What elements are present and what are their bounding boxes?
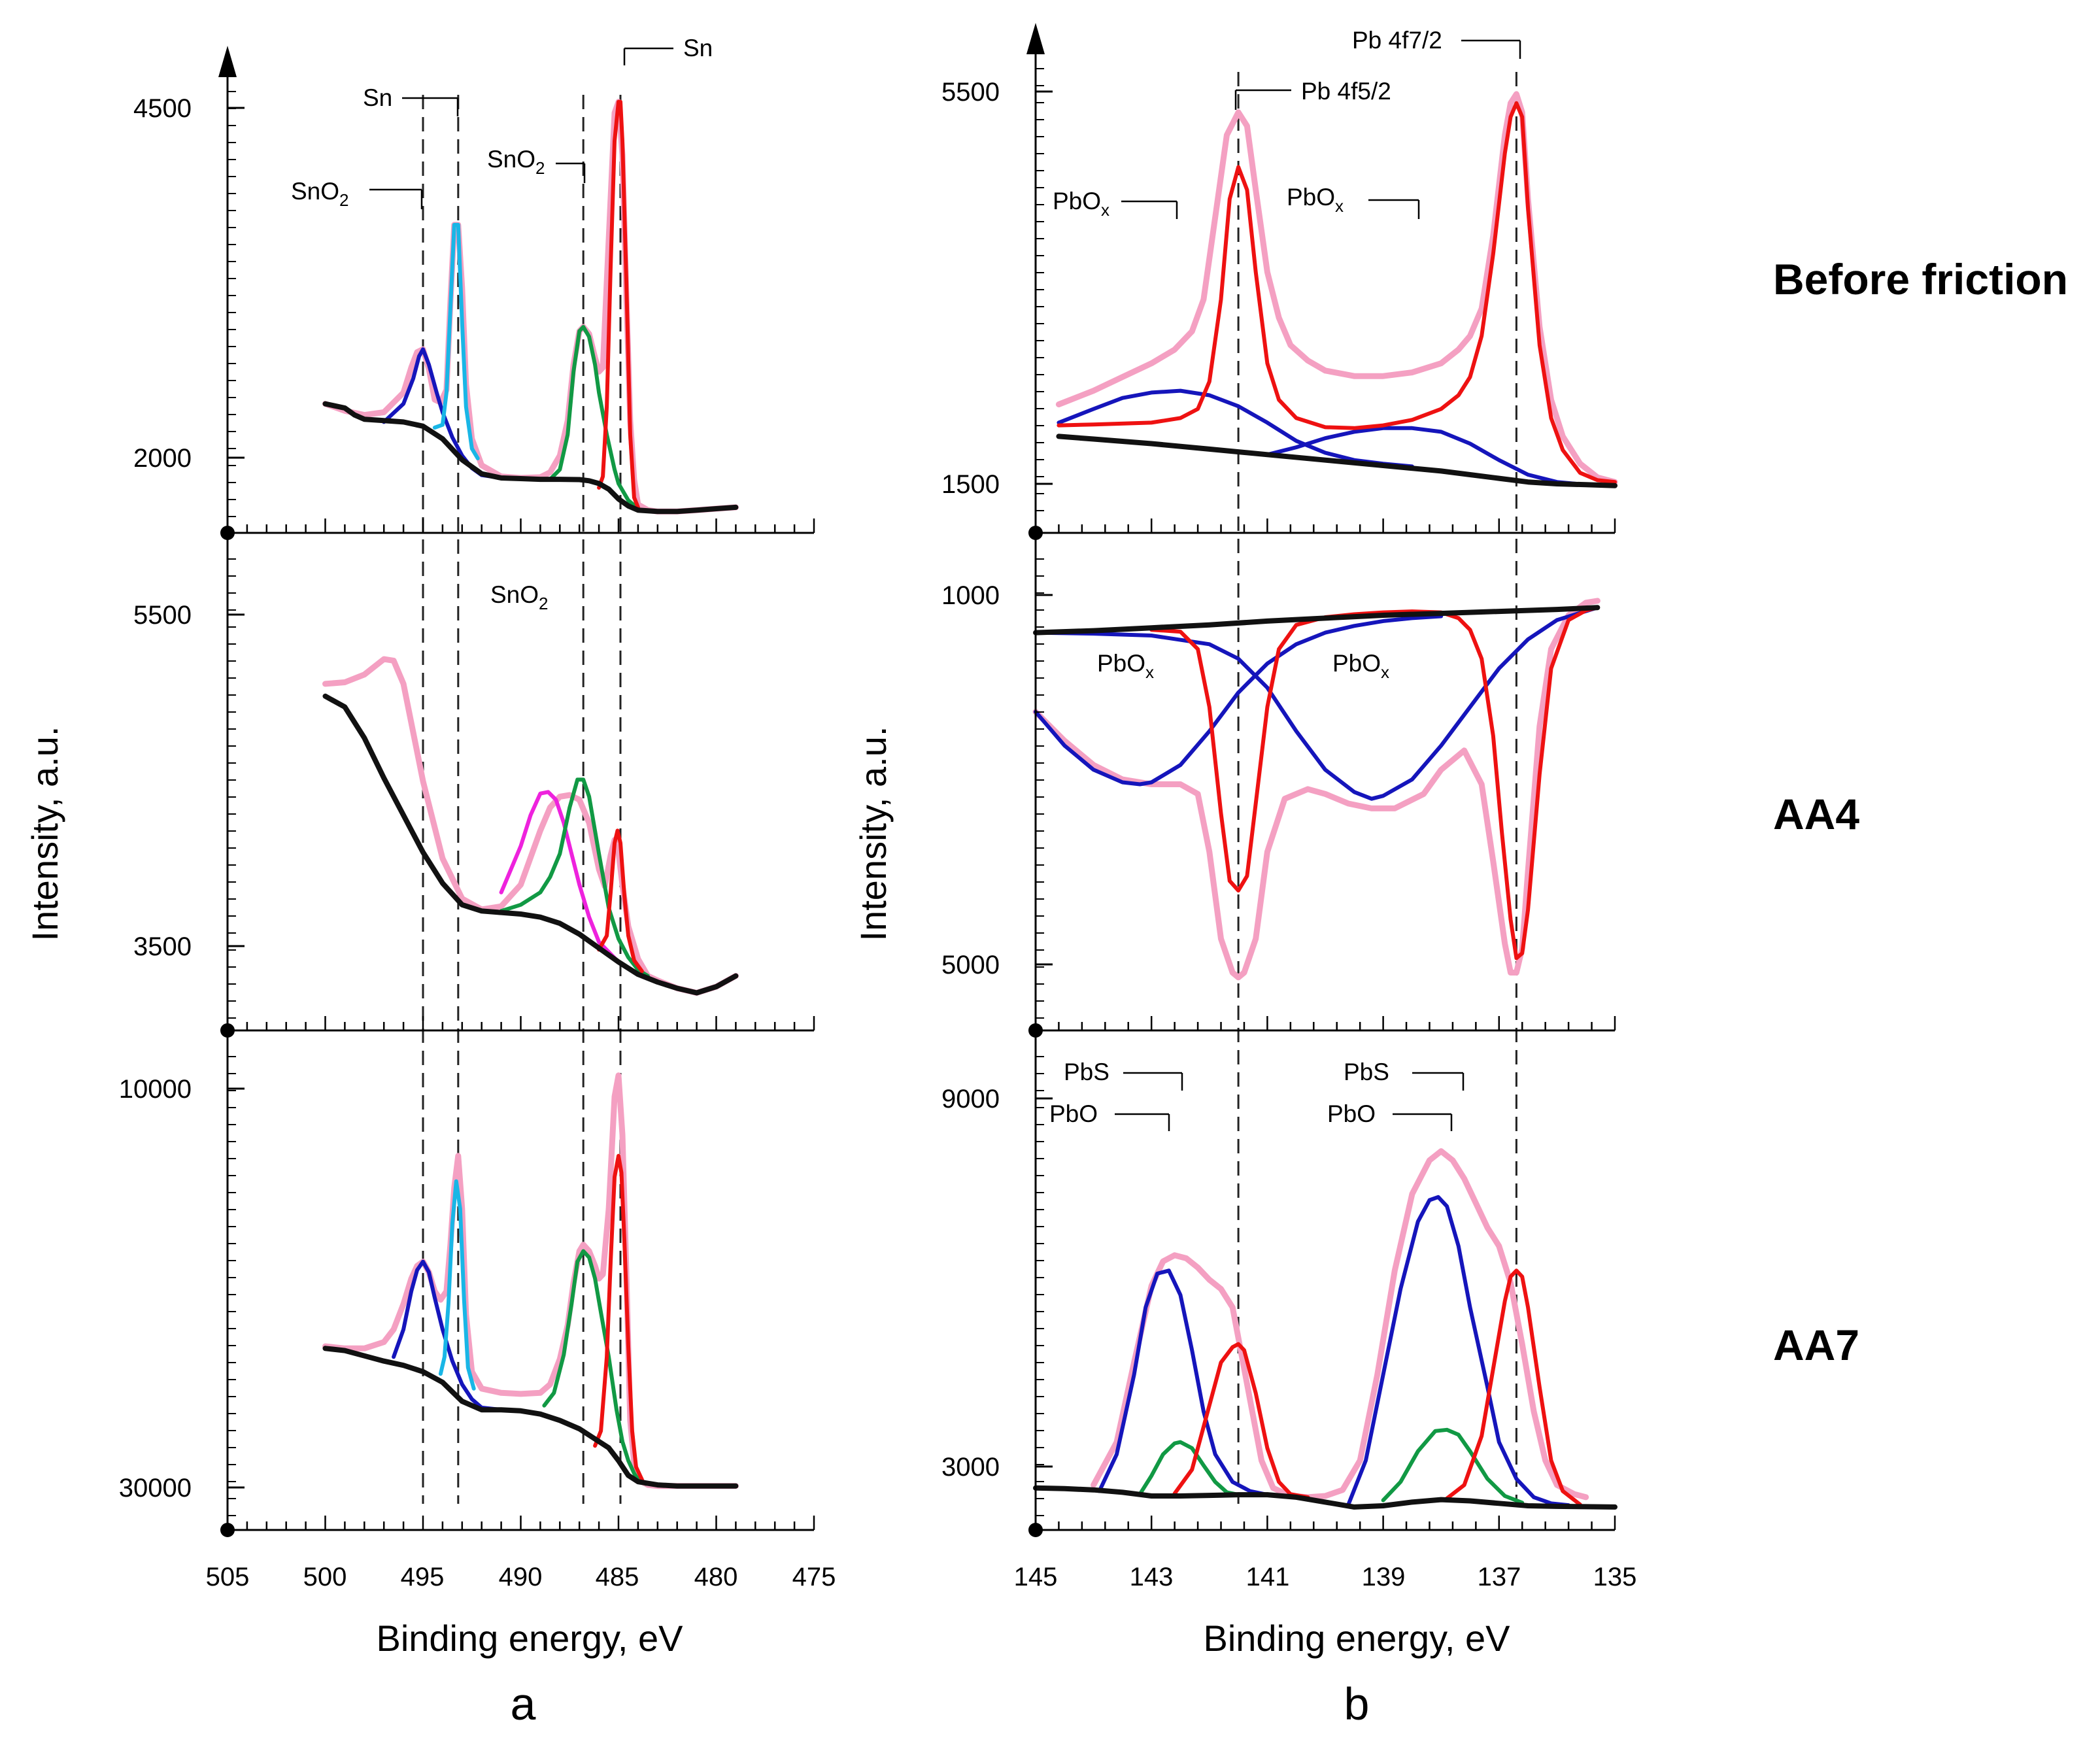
- panel-a-row-0-series-red-5: [597, 99, 640, 509]
- panel-b-row-0-y-tick-label-0: 1500: [941, 470, 1000, 499]
- panel-b-row-2-series-envelope-0: [1091, 1148, 1589, 1501]
- guides-layer: [369, 39, 1521, 1504]
- panel-b-row-0-series-red-4: [1057, 101, 1617, 484]
- panel-a-row-2-y-tick-label-0: 30000: [119, 1474, 192, 1503]
- panel-a-row-0-annotation-2-label: SnO2: [487, 146, 545, 178]
- panel-a-x-tick-label-4: 485: [596, 1563, 639, 1591]
- panel-b-row-1-annotation-1-label: PbOx: [1332, 650, 1389, 682]
- axes-layer: [218, 23, 1616, 1537]
- panel-b-row-2-series-background-1: [1033, 1485, 1617, 1510]
- panel-a-row-1-y-tick-label-0: 3500: [133, 932, 192, 961]
- panel-a-x-tick-label-1: 500: [303, 1563, 347, 1591]
- panel-a-row-1-series-envelope-0: [322, 656, 739, 996]
- panel-b-row-0-series-blue-2: [1057, 388, 1414, 469]
- panel-a-row-1-series-magenta-2: [499, 790, 620, 964]
- panel-a-row-0-series-cyan-3: [432, 222, 480, 460]
- panel-a-x-tick-label-3: 490: [499, 1563, 543, 1591]
- panel-b-row-2-series-blue-5: [1346, 1195, 1571, 1508]
- panel-b-row-2-series-red-4: [1172, 1342, 1310, 1499]
- panel-a-row-0-series-background-1: [322, 401, 739, 515]
- curves-layer: [322, 91, 1618, 1510]
- panel-a-row-0-annotation-0-label: SnO2: [291, 178, 349, 210]
- panel-a-row-0-annotation-1-label: Sn: [363, 84, 392, 111]
- panel-b-row-2-y-tick-label-0: 9000: [941, 1085, 1000, 1113]
- panel-a-row-2-series-cyan-3: [438, 1179, 476, 1391]
- panel-a-row-2-series-background-1: [322, 1346, 739, 1489]
- panel-a-row-2-series-red-5: [593, 1153, 644, 1482]
- panel-a-y-axis-title: Intensity, a.u.: [24, 726, 65, 942]
- panel-a-row-0-y-tick-label-1: 4500: [133, 94, 192, 123]
- panel-a-row-0-series-green-4: [548, 325, 640, 511]
- panel-a-row-2-series-green-4: [542, 1249, 648, 1486]
- panel-b-row-0-annotation-0-label: Pb 4f7/2: [1352, 27, 1442, 54]
- panel-b-row-1-y-tick-label-1: 5000: [941, 951, 1000, 979]
- panel-b-row-1-y-tick-label-0: 1000: [941, 581, 1000, 610]
- panel-b-row-2-series-red-7: [1445, 1268, 1582, 1507]
- panel-a-x-tick-label-5: 480: [694, 1563, 738, 1591]
- panel-b-x-axis-title: Binding energy, eV: [1203, 1618, 1510, 1659]
- panel-a-x-tick-label-6: 475: [792, 1563, 836, 1591]
- panel-a-row-2-series-blue-2: [392, 1259, 503, 1412]
- panel-b-row-2-series-blue-2: [1097, 1268, 1293, 1498]
- panel-b-x-tick-label-4: 137: [1478, 1563, 1521, 1591]
- panel-a-row-2-series-envelope-0: [322, 1072, 739, 1489]
- panel-a-row-1-series-green-3: [499, 777, 650, 978]
- panel-b-x-tick-label-5: 135: [1593, 1563, 1637, 1591]
- panel-b-x-tick-label-2: 141: [1246, 1563, 1290, 1591]
- panel-b-row-1-series-envelope-0: [1032, 598, 1600, 981]
- panel-b-row-2-annotation-3-label: PbO: [1327, 1100, 1376, 1127]
- panel-a-row-1-y-tick-label-1: 5500: [133, 601, 192, 630]
- panel-b-row-1-series-blue-3: [1034, 605, 1600, 801]
- row-label-aa7: AA7: [1773, 1321, 1859, 1369]
- panel-b-row-1-series-background-1: [1033, 605, 1600, 636]
- panel-letter-a: a: [511, 1678, 536, 1729]
- panel-b-row-1-series-blue-2: [1034, 614, 1444, 787]
- text-layer: Binding energy, eV Binding energy, eV In…: [24, 27, 2068, 1729]
- panel-a-row-1-annotation-0-label: SnO2: [490, 581, 549, 613]
- panel-b-y-axis-title: Intensity, a.u.: [853, 726, 894, 942]
- panel-a-row-0-annotation-3-label: Sn: [683, 35, 713, 61]
- panel-b-row-0-y-tick-label-1: 5500: [941, 78, 1000, 107]
- panel-letter-b: b: [1344, 1678, 1370, 1729]
- row-label-before-friction: Before friction: [1773, 255, 2068, 303]
- panel-b-x-tick-label-1: 143: [1130, 1563, 1174, 1591]
- panel-b-x-tick-label-3: 139: [1362, 1563, 1406, 1591]
- panel-b-row-0-series-background-1: [1056, 433, 1617, 488]
- panel-b-row-2-y-tick-label-1: 3000: [941, 1453, 1000, 1482]
- panel-a-x-tick-label-0: 505: [206, 1563, 250, 1591]
- panel-a-x-axis-title: Binding energy, eV: [376, 1618, 683, 1659]
- panel-a-x-tick-label-2: 495: [401, 1563, 445, 1591]
- panel-b-row-0-annotation-2-label: PbOx: [1053, 188, 1109, 220]
- panel-b-row-2-annotation-1-label: PbO: [1049, 1100, 1098, 1127]
- row-label-aa4: AA4: [1773, 790, 1859, 838]
- panel-a-row-1-series-red-4: [597, 828, 644, 974]
- panel-b-row-0-annotation-1-label: Pb 4f5/2: [1301, 78, 1391, 105]
- panel-b-y-axis-arrow: [1026, 23, 1045, 54]
- panel-a-y-axis-arrow: [218, 46, 237, 77]
- panel-a-row-2-y-tick-label-1: 10000: [119, 1075, 192, 1104]
- panel-b-row-1-series-red-4: [1149, 605, 1600, 960]
- panel-b-x-tick-label-0: 145: [1014, 1563, 1058, 1591]
- panel-b-row-1-annotation-0-label: PbOx: [1097, 650, 1154, 682]
- panel-a-row-1-series-background-1: [322, 693, 739, 996]
- panel-b-row-0-annotation-3-label: PbOx: [1287, 184, 1344, 216]
- panel-b-row-2-series-green-3: [1138, 1440, 1241, 1497]
- panel-b-row-2-annotation-0-label: PbS: [1064, 1059, 1109, 1085]
- panel-a-row-0-y-tick-label-0: 2000: [133, 444, 192, 473]
- panel-b-row-2-series-green-6: [1381, 1427, 1525, 1505]
- panel-b-row-2-annotation-2-label: PbS: [1344, 1059, 1389, 1085]
